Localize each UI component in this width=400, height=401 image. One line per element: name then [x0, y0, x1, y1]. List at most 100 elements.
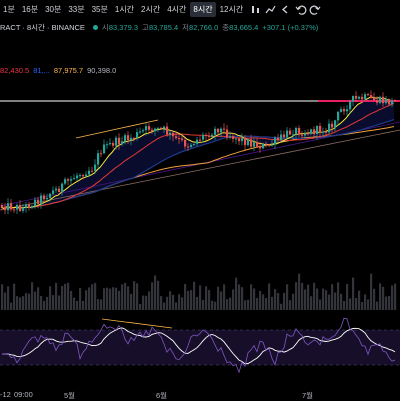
timeframe-7[interactable]: 2시간: [141, 4, 161, 14]
volume-bar: [211, 300, 214, 310]
candle-body: [109, 143, 112, 145]
candle-body: [199, 139, 202, 141]
back-icon[interactable]: [279, 3, 292, 16]
candle-body: [379, 96, 382, 103]
timeframe-8[interactable]: 4시간: [167, 4, 187, 14]
price-trendline: [75, 119, 159, 139]
volume-bar: [292, 293, 295, 310]
candle-body: [367, 94, 370, 96]
volume-bar: [352, 277, 355, 310]
moving-average-legend: 82,430.5 81,... 87,975.7 90,398.0: [0, 66, 120, 75]
candle-body: [25, 204, 28, 208]
candle-body: [274, 137, 277, 145]
volume-bar: [118, 290, 121, 310]
candle-body: [160, 127, 163, 129]
volume-bar: [334, 292, 337, 310]
candle-body: [1, 205, 4, 207]
candle-body: [100, 153, 103, 155]
candle-body: [247, 139, 250, 145]
volume-bar: [328, 294, 331, 310]
indicators-icon[interactable]: [264, 3, 277, 16]
volume-bar: [343, 301, 346, 310]
volume-bar: [226, 299, 229, 310]
candle-body: [349, 101, 352, 110]
volume-bar: [166, 296, 169, 310]
candle-body: [31, 205, 34, 208]
market-status-dot: [92, 24, 98, 30]
volume-bar: [394, 283, 397, 310]
candle-body: [76, 175, 79, 179]
bar-style-icon[interactable]: [249, 3, 262, 16]
volume-bar: [391, 285, 394, 310]
candle-body: [355, 96, 358, 99]
timeframe-4[interactable]: 33분: [68, 4, 85, 14]
volume-bar: [13, 283, 16, 310]
volume-bar: [253, 288, 256, 310]
timeframe-2[interactable]: 16분: [21, 4, 39, 14]
ma-value-4: 90,398.0: [87, 66, 117, 75]
candle-body: [226, 129, 229, 138]
candle-body: [124, 135, 127, 142]
volume-bar: [379, 283, 382, 310]
candle-body: [385, 99, 388, 104]
volume-bar: [154, 275, 157, 310]
candle-body: [142, 130, 145, 132]
volume-bar: [184, 284, 187, 310]
candle-body: [301, 134, 304, 136]
volume-bar: [130, 293, 133, 310]
volume-bar: [382, 286, 385, 310]
volume-bar: [76, 301, 79, 310]
symbol-name[interactable]: RACT · 8시간 · BINANCE: [0, 22, 85, 32]
volume-bar: [283, 293, 286, 310]
rsi-ma-line: [2, 327, 396, 365]
candle-body: [46, 197, 49, 200]
volume-bar: [199, 285, 202, 310]
timeframe-10[interactable]: 12시간: [219, 4, 244, 14]
timeframe-6[interactable]: 1시간: [114, 4, 135, 14]
timeframe-1[interactable]: 1분: [3, 4, 15, 14]
candle-body: [4, 206, 7, 211]
volume-bar: [355, 298, 358, 310]
candle-body: [184, 140, 187, 147]
candle-body: [163, 126, 166, 129]
candle-body: [7, 203, 10, 211]
candle-body: [235, 138, 238, 140]
timeframe-5[interactable]: 35분: [91, 4, 108, 14]
volume-bar: [106, 287, 109, 310]
timeframe-9[interactable]: 8시간: [190, 1, 216, 17]
candle-body: [10, 203, 13, 210]
candle-body: [112, 143, 115, 146]
ohlc-key: 시: [101, 22, 109, 32]
volume-bar: [385, 296, 388, 310]
volume-bar: [88, 287, 91, 310]
candle-body: [175, 136, 178, 139]
candle-body: [289, 130, 292, 135]
candle-body: [265, 143, 268, 145]
candle-body: [34, 199, 37, 206]
volume-bar: [112, 287, 115, 310]
time-axis: -12 09:00 5월 6월 7월: [0, 388, 400, 400]
candle-body: [181, 138, 184, 140]
volume-bar: [109, 288, 112, 310]
volume-bar: [259, 290, 262, 310]
volume-bar: [223, 284, 226, 310]
redo-icon[interactable]: [309, 3, 322, 16]
candle-body: [253, 142, 256, 147]
volume-bar: [4, 292, 7, 310]
symbol-legend: RACT · 8시간 · BINANCE 시83,379.3 고83,785.4 저…: [0, 20, 400, 34]
timeframe-3[interactable]: 30분: [45, 4, 62, 14]
candle-body: [262, 143, 265, 149]
volume-bar: [220, 291, 223, 310]
volume-bar: [322, 288, 325, 310]
volume-bar: [127, 286, 130, 310]
candle-body: [205, 134, 208, 136]
volume-bar: [55, 282, 58, 310]
candle-body: [343, 109, 346, 112]
candle-body: [370, 95, 373, 98]
candle-body: [127, 135, 130, 141]
time-axis-label: 7월: [302, 391, 314, 400]
volume-bar: [178, 294, 181, 310]
time-axis-label: 5월: [64, 391, 76, 400]
undo-icon[interactable]: [294, 3, 307, 16]
